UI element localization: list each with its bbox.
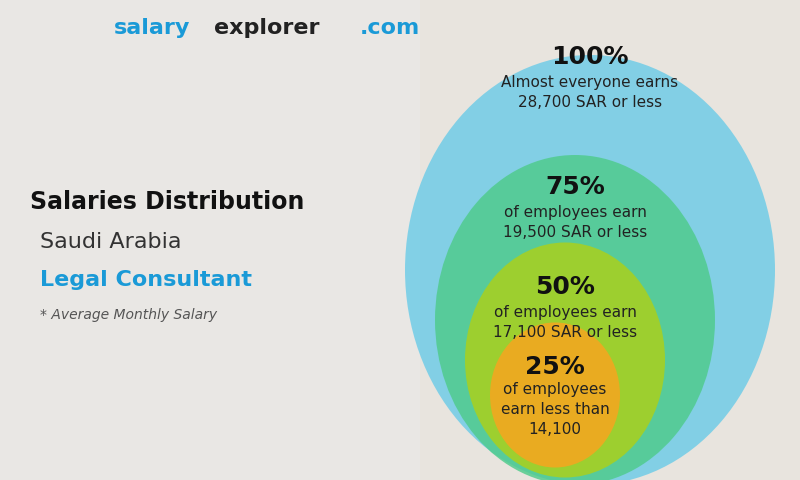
- Text: 50%: 50%: [535, 275, 595, 299]
- Ellipse shape: [405, 55, 775, 480]
- Ellipse shape: [490, 323, 620, 468]
- Text: salary: salary: [114, 18, 190, 38]
- Ellipse shape: [435, 155, 715, 480]
- Ellipse shape: [465, 242, 665, 478]
- Bar: [0, 0, 420, 480]
- Text: Salaries Distribution: Salaries Distribution: [30, 190, 304, 214]
- Text: * Average Monthly Salary: * Average Monthly Salary: [40, 308, 217, 322]
- Text: explorer: explorer: [214, 18, 319, 38]
- Text: of employees earn
17,100 SAR or less: of employees earn 17,100 SAR or less: [493, 305, 637, 340]
- Text: 75%: 75%: [545, 175, 605, 199]
- Text: Legal Consultant: Legal Consultant: [40, 270, 252, 290]
- Text: Saudi Arabia: Saudi Arabia: [40, 232, 182, 252]
- Text: of employees
earn less than
14,100: of employees earn less than 14,100: [501, 382, 610, 437]
- Text: Almost everyone earns
28,700 SAR or less: Almost everyone earns 28,700 SAR or less: [502, 75, 678, 110]
- Text: .com: .com: [360, 18, 420, 38]
- Text: 25%: 25%: [525, 355, 585, 379]
- Text: 100%: 100%: [551, 45, 629, 69]
- Text: of employees earn
19,500 SAR or less: of employees earn 19,500 SAR or less: [503, 205, 647, 240]
